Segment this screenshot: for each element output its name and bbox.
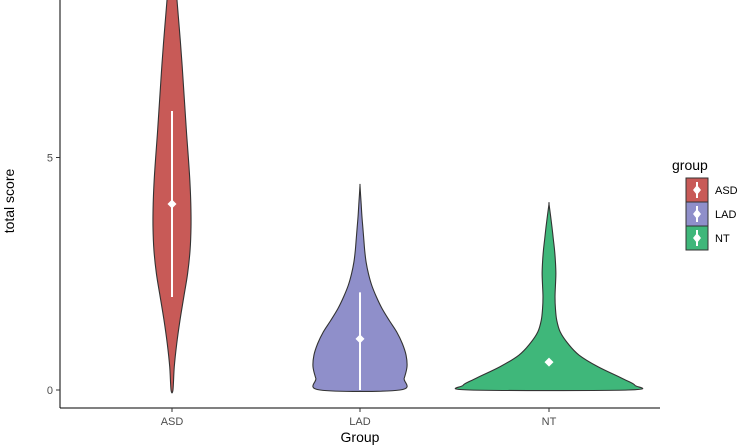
x-tick-label: ASD <box>161 416 184 428</box>
legend-swatch-diamond <box>693 209 701 219</box>
y-tick-label: 0 <box>47 385 53 397</box>
y-axis-title: total score <box>1 168 17 233</box>
center-point-lad <box>355 334 365 344</box>
legend-item-lad: LAD <box>685 201 736 227</box>
legend-label: NT <box>715 233 730 245</box>
violin-lad <box>312 183 408 392</box>
center-point-nt <box>544 357 554 367</box>
legend-title: group <box>672 157 708 173</box>
x-axis-title: Group <box>341 429 380 445</box>
violins <box>152 0 644 394</box>
x-axis: ASD LAD NT <box>60 407 660 428</box>
violin-nt <box>454 201 644 392</box>
center-point-asd <box>167 199 177 209</box>
legend-label: LAD <box>715 209 736 221</box>
legend-item-asd: ASD <box>685 177 738 203</box>
x-tick-label: LAD <box>349 416 370 428</box>
legend-swatch-diamond <box>693 185 701 195</box>
legend: group ASD LAD NT <box>672 157 738 251</box>
legend-label: ASD <box>715 185 738 197</box>
legend-item-nt: NT <box>685 225 730 251</box>
legend-swatch-diamond <box>693 233 701 243</box>
y-tick-label: 5 <box>47 153 53 165</box>
x-tick-label: NT <box>542 416 557 428</box>
y-axis: 051015 <box>47 0 61 408</box>
